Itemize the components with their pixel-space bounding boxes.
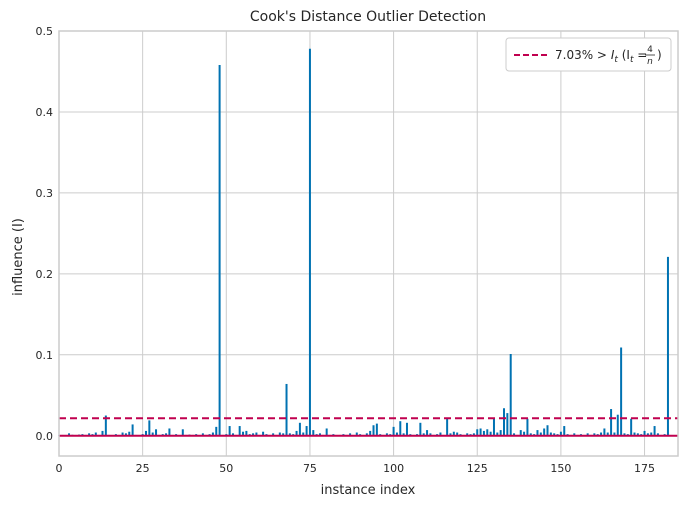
x-tick-label: 25: [136, 462, 150, 475]
legend-close-paren: ): [657, 48, 662, 62]
legend-fraction-denominator: n: [647, 57, 653, 67]
y-tick-label: 0.0: [36, 430, 54, 443]
x-tick-labels: 0 25 50 75 100 125 150 175: [56, 462, 656, 475]
plot-frame: [58, 30, 679, 457]
y-tick-label: 0.5: [36, 25, 54, 38]
x-tick-label: 75: [303, 462, 317, 475]
legend-threshold-label: 7.03% > It (It =: [555, 48, 647, 65]
legend: 7.03% > It (It = 4 n ): [505, 37, 672, 72]
x-tick-label: 100: [383, 462, 404, 475]
x-tick-label: 175: [634, 462, 655, 475]
legend-fraction-numerator: 4: [647, 45, 653, 55]
x-tick-label: 150: [550, 462, 571, 475]
x-tick-label: 0: [56, 462, 63, 475]
y-tick-label: 0.3: [36, 187, 54, 200]
x-axis-label: instance index: [321, 483, 416, 498]
y-tick-label: 0.1: [36, 349, 54, 362]
x-tick-label: 50: [219, 462, 233, 475]
chart-title: Cook's Distance Outlier Detection: [250, 9, 486, 25]
legend-box: [505, 37, 672, 72]
y-axis-label: influence (I): [11, 218, 26, 296]
y-tick-labels: 0.0 0.1 0.2 0.3 0.4 0.5: [36, 25, 54, 443]
y-tick-label: 0.2: [36, 268, 54, 281]
x-tick-label: 125: [467, 462, 488, 475]
y-tick-label: 0.4: [36, 106, 54, 119]
threshold-line-group: [59, 417, 678, 437]
